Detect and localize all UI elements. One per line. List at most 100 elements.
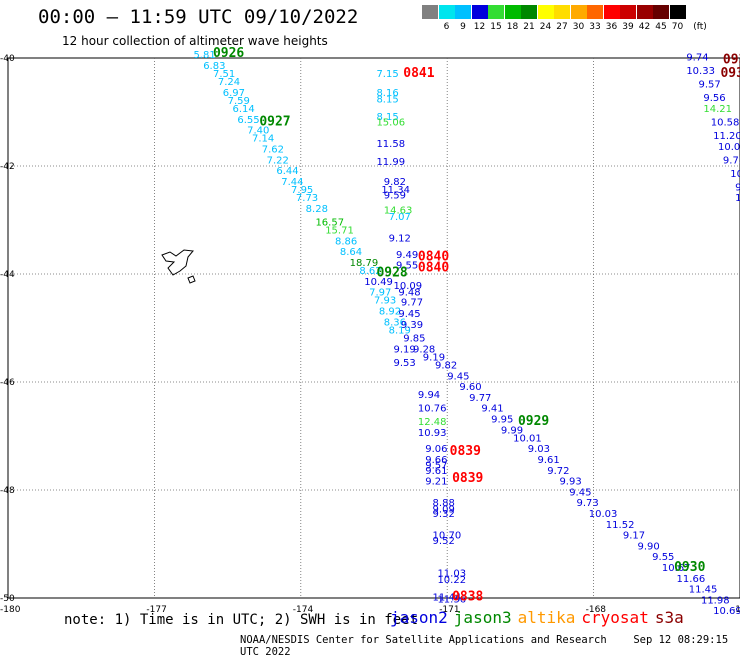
wave-height-value: 9.06 bbox=[425, 444, 447, 455]
wave-height-value: 9.66 bbox=[425, 455, 447, 466]
wave-height-value: 14.21 bbox=[703, 104, 732, 115]
wave-height-value: 9.82 bbox=[435, 361, 457, 372]
wave-height-value: 10.69 bbox=[713, 606, 740, 617]
wave-height-value: 7.62 bbox=[262, 145, 284, 156]
wave-height-value: 18.79 bbox=[350, 258, 379, 269]
wave-height-value: 8.15 bbox=[376, 94, 398, 105]
color-swatch bbox=[669, 5, 686, 19]
legend-entry: cryosat bbox=[581, 608, 649, 627]
wave-height-value: 9.48 bbox=[735, 182, 740, 193]
color-scale-label: 39 bbox=[622, 22, 634, 32]
wave-height-value: 9.56 bbox=[703, 93, 725, 104]
lon-tick-label: -174 bbox=[293, 605, 314, 615]
pass-time-label: 0927 bbox=[259, 115, 290, 130]
wave-height-value: 10.09 bbox=[394, 281, 423, 292]
wave-height-value: 10.49 bbox=[364, 277, 393, 288]
wave-height-value: 8.36 bbox=[384, 317, 406, 328]
wave-height-value: 9.99 bbox=[501, 425, 523, 436]
wave-height-value: 9.57 bbox=[699, 80, 721, 91]
wave-height-value: 8.28 bbox=[306, 204, 328, 215]
map-title: 00:00 – 11:59 UTC 09/10/2022 bbox=[38, 6, 359, 28]
wave-height-value: 10.01 bbox=[513, 433, 542, 444]
color-scale-label: 70 bbox=[671, 22, 684, 32]
wave-height-value: 9.61 bbox=[537, 455, 559, 466]
wave-height-value: 10.09 bbox=[718, 142, 740, 153]
pass-time-label: 0929 bbox=[518, 414, 549, 429]
color-swatch bbox=[422, 5, 438, 19]
wave-height-value: 6.97 bbox=[223, 88, 245, 99]
wave-height-value: 9.60 bbox=[459, 382, 481, 393]
color-scale-label: 21 bbox=[523, 22, 535, 32]
color-scale-label: 9 bbox=[460, 22, 466, 32]
wave-height-value: 9.72 bbox=[547, 466, 569, 477]
wave-height-value: 9.93 bbox=[559, 477, 581, 488]
wave-height-value: 10.93 bbox=[418, 428, 447, 439]
wave-height-value: 10.76 bbox=[418, 404, 447, 415]
lon-tick-label: -16 bbox=[732, 605, 740, 615]
pass-time-label: 0926 bbox=[213, 46, 244, 61]
wave-height-value: 11.44 bbox=[433, 593, 462, 604]
wave-height-value: 8.15 bbox=[376, 112, 398, 123]
lat-tick-label: -48 bbox=[0, 486, 15, 496]
wave-height-value: 9.32 bbox=[433, 509, 455, 520]
wave-height-value: 15.06 bbox=[376, 118, 405, 129]
wave-height-value: 7.59 bbox=[228, 96, 250, 107]
wave-height-value: 9.52 bbox=[433, 536, 455, 547]
wave-height-value: 7.73 bbox=[296, 193, 318, 204]
color-scale-label: 33 bbox=[589, 22, 601, 32]
wave-height-value: 10.03 bbox=[589, 509, 618, 520]
wave-height-value: 7.15 bbox=[376, 69, 398, 80]
wave-height-value: 9.53 bbox=[394, 358, 416, 369]
units-note: note: 1) Time is in UTC; 2) SWH is in fe… bbox=[64, 612, 419, 628]
wave-height-value: 11.34 bbox=[381, 185, 410, 196]
wave-height-value: 8.92 bbox=[379, 307, 401, 318]
wave-height-value: 9.94 bbox=[418, 390, 440, 401]
color-swatch bbox=[537, 5, 554, 19]
color-scale-label: 27 bbox=[556, 22, 568, 32]
wave-height-value: 10.33 bbox=[686, 66, 715, 77]
lon-tick-label: -177 bbox=[146, 605, 166, 615]
wave-height-value: 7.95 bbox=[291, 185, 313, 196]
color-swatch bbox=[620, 5, 636, 19]
wave-height-value: 9.19 bbox=[394, 344, 416, 355]
wave-height-value: 9.19 bbox=[423, 352, 445, 363]
wave-height-value: 11.98 bbox=[701, 595, 730, 606]
pass-time-label: 0840 bbox=[418, 250, 449, 265]
color-swatch bbox=[554, 5, 570, 19]
wave-height-value: 9.17 bbox=[623, 531, 645, 542]
pass-time-label: 0928 bbox=[376, 266, 407, 281]
wave-height-value: 7.14 bbox=[252, 134, 274, 145]
wave-height-value: 6.44 bbox=[276, 166, 298, 177]
wave-height-value: 9.39 bbox=[401, 320, 423, 331]
legend-entry: s3a bbox=[654, 608, 684, 627]
pass-time-label: 0839 bbox=[452, 471, 483, 486]
wave-height-value: 14.63 bbox=[384, 206, 413, 217]
wave-height-value: 15.71 bbox=[325, 226, 354, 237]
color-swatch bbox=[471, 5, 488, 19]
color-scale-label: 30 bbox=[572, 22, 585, 32]
wave-height-value: 7.51 bbox=[213, 69, 235, 80]
color-swatch bbox=[587, 5, 603, 19]
wave-height-value: 9.74 bbox=[686, 53, 708, 64]
wave-height-value: 9.75 bbox=[723, 155, 740, 166]
color-swatch bbox=[488, 5, 504, 19]
wave-height-value: 9.77 bbox=[469, 393, 491, 404]
pass-time-label: 0839 bbox=[450, 444, 481, 459]
map-frame bbox=[7, 57, 740, 599]
wave-height-value: 6.14 bbox=[232, 104, 254, 115]
wave-height-value: 11.99 bbox=[376, 157, 405, 168]
wave-height-value: 16.57 bbox=[315, 217, 344, 228]
wave-height-value: 6.83 bbox=[203, 61, 225, 72]
pass-time-label: 0936 bbox=[720, 66, 740, 81]
color-swatch bbox=[636, 5, 653, 19]
pass-time-label: 0838 bbox=[452, 590, 483, 605]
wave-height-value: 9.55 bbox=[652, 552, 674, 563]
wave-height-value: 9.77 bbox=[401, 297, 423, 308]
wave-height-value: 7.22 bbox=[267, 155, 289, 166]
wave-height-value: 10.08 bbox=[730, 169, 740, 180]
color-scale-label: 12 bbox=[473, 22, 486, 32]
island-outline bbox=[187, 275, 196, 284]
wave-height-value: 9.48 bbox=[398, 288, 420, 299]
color-scale-label: 24 bbox=[539, 22, 552, 32]
wave-height-value: 11.58 bbox=[376, 139, 405, 150]
